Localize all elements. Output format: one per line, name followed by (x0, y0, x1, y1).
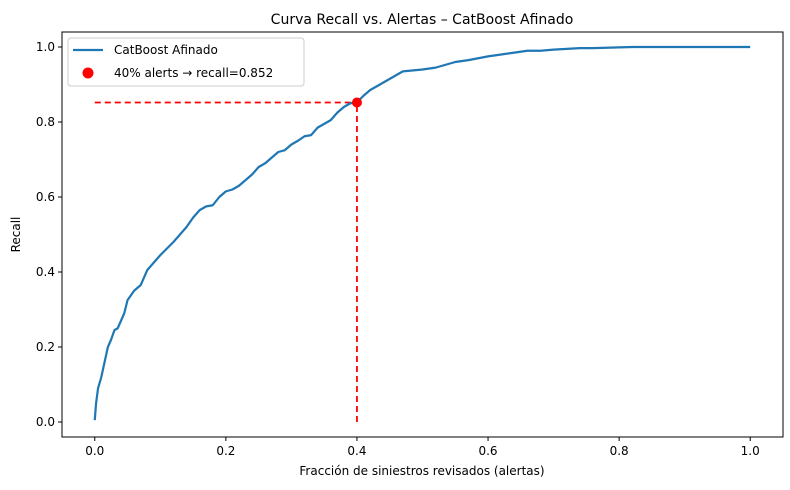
reference-lines (94, 101, 358, 422)
x-tick-label: 0.8 (610, 444, 629, 458)
legend-marker-swatch (82, 67, 94, 79)
y-tick-label: 0.6 (36, 190, 55, 204)
legend: CatBoost Afinado 40% alerts → recall=0.8… (67, 37, 305, 87)
x-tick-label: 0.6 (478, 444, 497, 458)
x-axis-label: Fracción de siniestros revisados (alerta… (299, 464, 544, 478)
series-line (93, 45, 751, 421)
x-tick-label: 0.2 (216, 444, 235, 458)
x-axis: 0.0 0.2 0.4 0.6 0.8 1.0 (85, 437, 760, 458)
y-tick-label: 0.2 (36, 340, 55, 354)
x-tick-label: 0.0 (85, 444, 104, 458)
y-tick-label: 0.4 (36, 265, 55, 279)
y-axis: 0.0 0.2 0.4 0.6 0.8 1.0 (36, 40, 62, 429)
y-axis-label: Recall (9, 217, 23, 253)
y-tick-label: 0.8 (36, 115, 55, 129)
y-tick-label: 1.0 (36, 40, 55, 54)
marker-layer (351, 97, 362, 108)
y-tick-label: 0.0 (36, 415, 55, 429)
legend-entry-series: CatBoost Afinado (114, 43, 218, 57)
plot-frame (61, 31, 784, 438)
series-layer (93, 45, 751, 421)
x-tick-label: 0.4 (347, 444, 366, 458)
legend-box (67, 37, 305, 87)
highlight-point (351, 97, 362, 108)
legend-entry-marker: 40% alerts → recall=0.852 (114, 66, 273, 80)
x-tick-label: 1.0 (741, 444, 760, 458)
chart-title: Curva Recall vs. Alertas – CatBoost Afin… (271, 12, 574, 28)
